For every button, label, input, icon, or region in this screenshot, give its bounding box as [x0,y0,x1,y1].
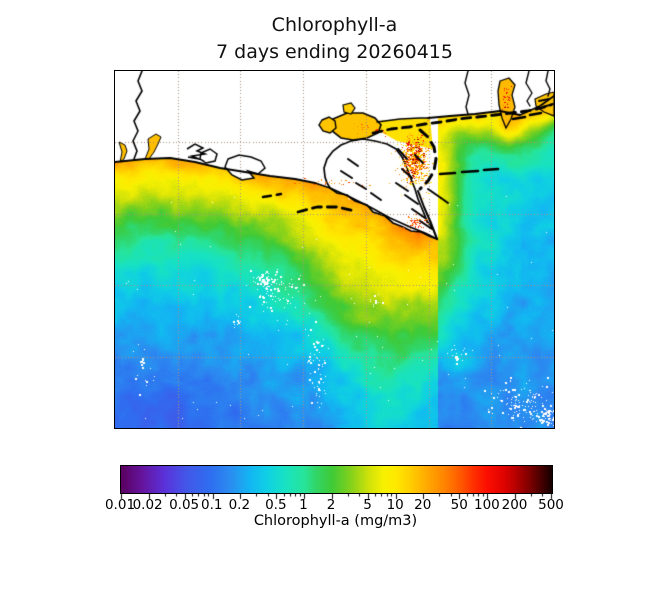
colorbar-ticks [120,493,553,501]
colorbar-tick-label: 0.1 [200,497,223,513]
colorbar-tick-label: 0.2 [228,497,251,513]
colorbar-tick-labels: 0.01 0.02 0.05 0.1 0.2 0.5 1 2 5 10 20 50 100 200 500 [105,497,564,513]
colorbar-tick-label: 0.5 [265,497,287,513]
colorbar-tick-label: 10 [386,497,404,513]
title-block: Chlorophyll-a 7 days ending 20260415 [114,12,555,65]
map-plot [114,70,555,429]
colorbar-tick-label: 500 [538,497,564,513]
colorbar-gradient [120,465,553,494]
colorbar-tick-label: 2 [326,497,336,513]
colorbar-tick-label: 5 [363,497,372,513]
colorbar-tick-label: 0.01 [104,497,136,513]
colorbar-tick-label: 20 [414,497,432,513]
colorbar-tick-label: 0.05 [169,497,200,513]
colorbar-tick-label: 50 [450,497,468,513]
figure-subtitle: 7 days ending 20260415 [216,40,453,63]
colorbar-tick-label: 1 [299,497,308,513]
chlorophyll-map-canvas [115,71,554,428]
colorbar-tick-label: 200 [501,497,528,513]
colorbar-axis-label: Chlorophyll-a (mg/m3) [253,513,418,529]
colorbar-tick-label: 100 [473,497,500,513]
colorbar-tick-label: 0.02 [132,497,163,513]
figure-title: Chlorophyll-a [271,14,398,36]
